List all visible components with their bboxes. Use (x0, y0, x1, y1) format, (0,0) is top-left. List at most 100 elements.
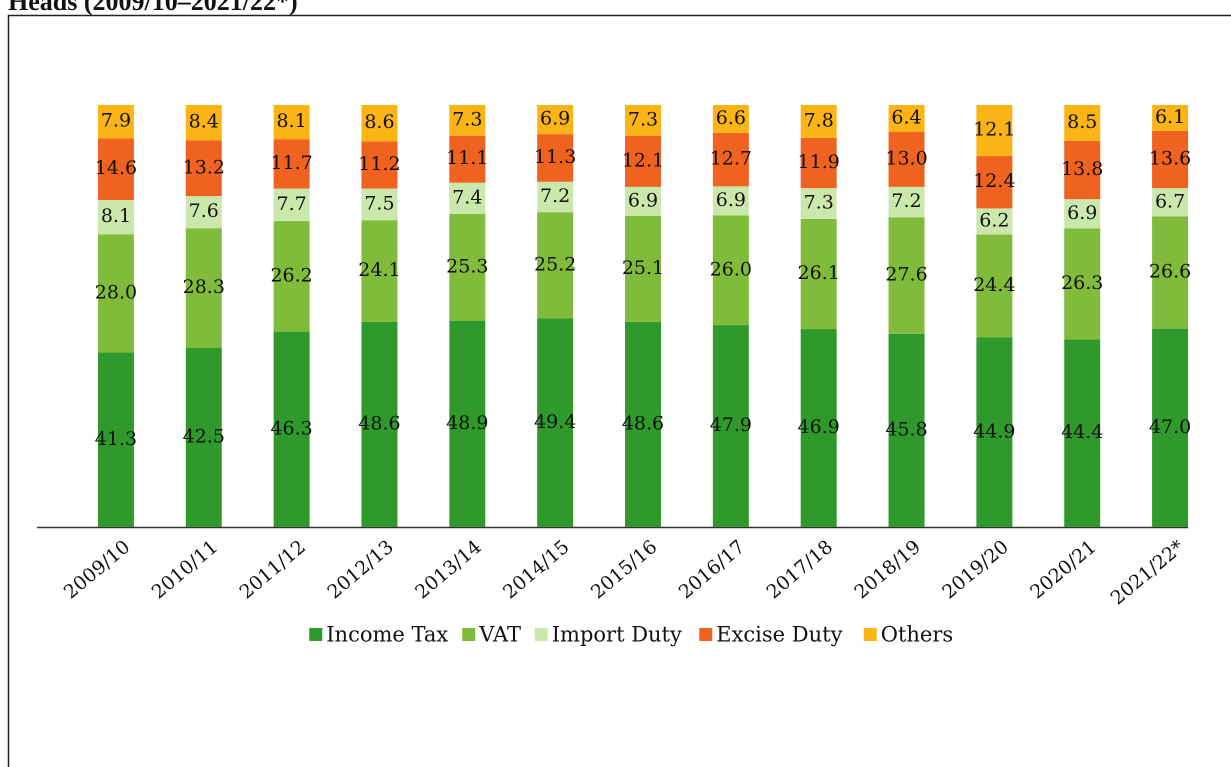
x-tick-label: 2018/19 (850, 536, 925, 604)
bar-segment (625, 135, 661, 187)
bar-segment (1064, 339, 1101, 527)
bar-segment (712, 325, 749, 527)
value-label: 7.8 (804, 109, 834, 131)
value-label: 13.6 (1149, 147, 1191, 169)
bar-segment (888, 217, 925, 334)
value-label: 46.3 (270, 417, 312, 439)
bar-segment (1152, 216, 1189, 329)
value-label: 11.7 (270, 152, 312, 174)
value-label: 6.9 (1067, 202, 1097, 224)
x-tick-label: 2011/12 (235, 536, 310, 604)
value-label: 26.2 (270, 264, 312, 286)
value-label: 24.4 (973, 274, 1015, 296)
x-tick-label: 2017/18 (763, 536, 838, 604)
bar-segment (273, 331, 310, 527)
legend-swatch (863, 628, 877, 641)
value-label: 6.9 (716, 189, 746, 211)
bar-segment (976, 234, 1013, 338)
value-label: 47.9 (710, 414, 752, 436)
bar-segment (97, 200, 134, 235)
bar-segment (449, 320, 486, 527)
bar-segment (1152, 328, 1189, 527)
value-label: 7.3 (628, 108, 658, 130)
x-tick-label: 2010/11 (148, 536, 223, 604)
value-label: 44.9 (973, 420, 1015, 442)
value-label: 7.2 (540, 185, 570, 207)
bar-segment (97, 352, 134, 527)
x-tick-label: 2021/22* (1107, 535, 1189, 609)
bar-segment (537, 134, 574, 182)
bar-segment (449, 213, 486, 321)
value-label: 24.1 (358, 259, 400, 281)
value-label: 11.3 (534, 146, 576, 168)
value-label: 13.0 (885, 147, 927, 169)
value-label: 8.6 (364, 111, 394, 133)
bar-segment (185, 105, 222, 141)
value-label: 8.1 (277, 110, 307, 132)
bar-segment (185, 140, 222, 197)
value-label: 45.8 (885, 418, 927, 440)
bar-segment (97, 234, 134, 353)
value-label: 13.8 (1061, 158, 1103, 180)
value-label: 49.4 (534, 411, 576, 433)
x-tick-label: 2013/14 (411, 536, 486, 604)
bar-segment (537, 318, 574, 527)
x-tick-label: 2009/10 (60, 536, 135, 604)
value-label: 6.4 (891, 107, 921, 129)
value-label: 48.6 (622, 412, 664, 434)
value-label: 41.3 (95, 428, 137, 450)
value-label: 47.0 (1149, 416, 1191, 438)
bar-segment (1152, 105, 1189, 131)
bar-segment (273, 139, 310, 189)
bar-segment (800, 105, 837, 138)
value-label: 7.7 (277, 193, 307, 215)
bar-segment (625, 105, 661, 136)
x-tick-label: 2020/21 (1026, 536, 1101, 604)
legend-label: Excise Duty (716, 623, 842, 647)
bar-segment (712, 215, 749, 326)
value-label: 11.2 (358, 153, 400, 175)
value-label: 25.1 (622, 257, 664, 279)
bar-segment (1064, 140, 1101, 200)
value-label: 6.9 (540, 108, 570, 130)
value-label: 7.6 (189, 200, 219, 222)
value-label: 6.9 (628, 189, 658, 211)
bar-segment (800, 218, 837, 330)
value-label: 6.1 (1155, 106, 1185, 128)
value-label: 26.1 (798, 262, 840, 284)
value-label: 8.5 (1067, 111, 1097, 133)
legend-label: Others (881, 623, 953, 647)
x-tick-label: 2012/13 (323, 536, 398, 604)
bar-segment (537, 212, 574, 319)
value-label: 25.3 (446, 255, 488, 277)
frame (7, 14, 1231, 767)
value-label: 11.1 (446, 147, 488, 169)
value-label: 7.2 (891, 190, 921, 212)
legend-swatch (534, 628, 548, 641)
bar-segment (97, 105, 134, 139)
bar-segment (1152, 130, 1189, 189)
bar-segment (361, 220, 398, 322)
value-label: 11.9 (798, 151, 840, 173)
bar-segment (800, 188, 837, 219)
value-label: 8.1 (101, 205, 131, 227)
value-label: 46.9 (798, 416, 840, 438)
bar-segment (185, 228, 222, 348)
legend-swatch (462, 628, 476, 641)
bar-segment (361, 188, 398, 221)
bar-segment (888, 186, 925, 218)
value-label: 12.1 (973, 119, 1015, 141)
bar-segment (888, 333, 925, 527)
legend-swatch (309, 628, 323, 641)
value-label: 26.6 (1149, 261, 1191, 283)
x-tick-label: 2014/15 (499, 536, 574, 604)
value-label: 48.6 (358, 412, 400, 434)
value-label: 13.2 (183, 156, 225, 178)
bar-segment (185, 347, 222, 527)
value-label: 6.2 (979, 209, 1009, 231)
bar-segment (712, 186, 749, 216)
legend-label: Import Duty (552, 623, 682, 647)
bar-segment (273, 221, 310, 332)
bar-segment (625, 186, 661, 216)
